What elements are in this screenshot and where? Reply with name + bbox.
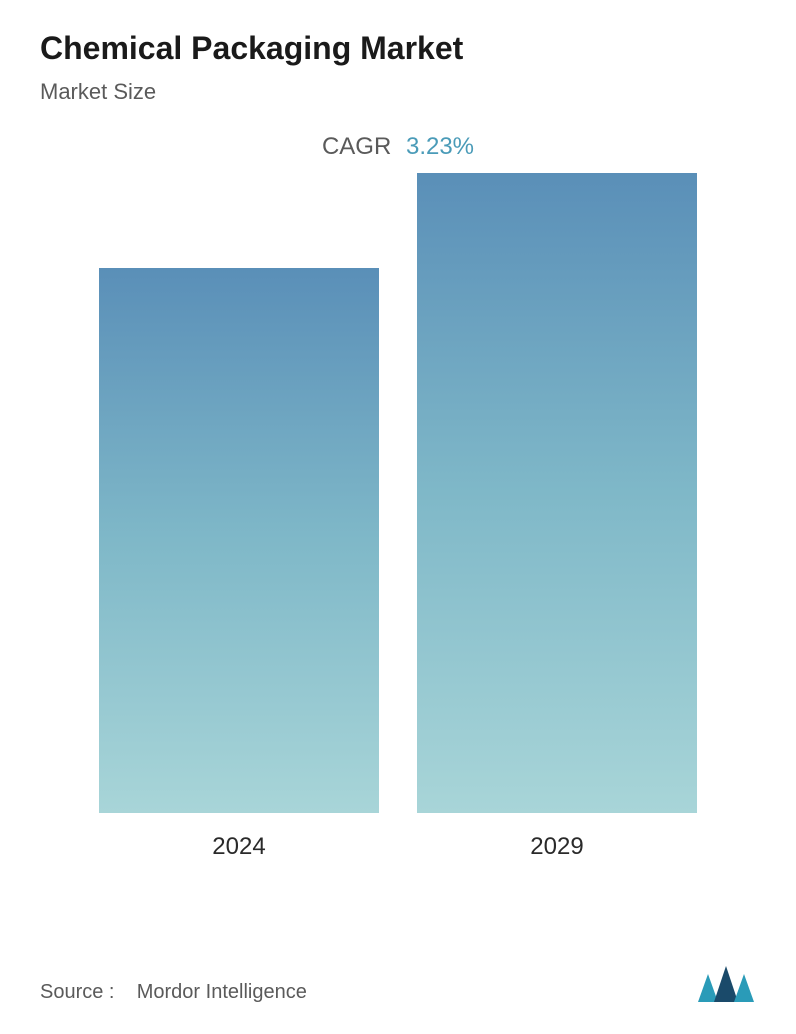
- source-label: Source :: [40, 981, 114, 1003]
- page-subtitle: Market Size: [40, 79, 756, 105]
- cagr-label: CAGR: [322, 133, 391, 160]
- bar-1: [417, 173, 697, 813]
- cagr-row: CAGR 3.23%: [40, 133, 756, 161]
- bar-label-0: 2024: [212, 833, 265, 861]
- logo-icon: [696, 964, 756, 1004]
- source-text: Source : Mordor Intelligence: [40, 981, 307, 1004]
- bar-group-0: 2024: [99, 268, 379, 861]
- bar-label-1: 2029: [530, 833, 583, 861]
- cagr-value: 3.23%: [406, 133, 474, 160]
- chart-area: 2024 2029: [40, 221, 756, 861]
- footer: Source : Mordor Intelligence: [40, 964, 756, 1004]
- brand-logo: [696, 964, 756, 1004]
- bar-0: [99, 268, 379, 813]
- page-title: Chemical Packaging Market: [40, 30, 756, 67]
- bar-group-1: 2029: [417, 173, 697, 861]
- source-name: Mordor Intelligence: [137, 981, 307, 1003]
